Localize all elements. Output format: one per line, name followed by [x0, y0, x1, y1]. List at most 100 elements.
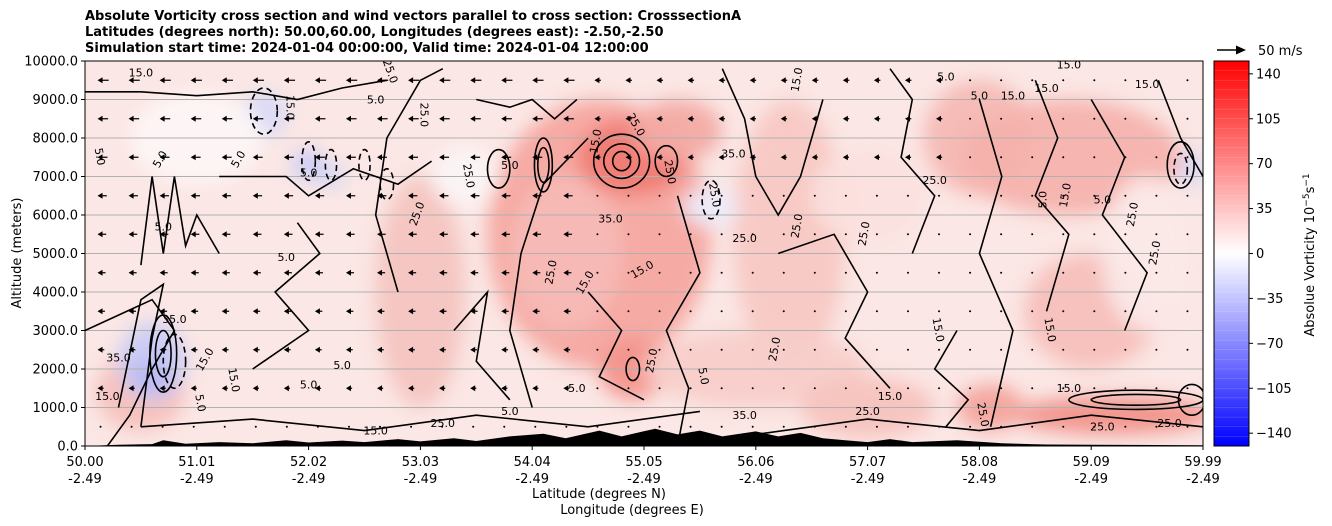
colorbar-ticks: 140 105 70 35 0 −35 −70 −105 −140: [1249, 67, 1292, 442]
wind-vector-head: [190, 192, 196, 199]
wind-vector-head: [936, 154, 942, 161]
wind-vector-head: [625, 77, 631, 84]
wind-vector-dot: [1031, 425, 1034, 428]
wind-vector-dot: [689, 425, 692, 428]
wind-vector-head: [842, 77, 848, 84]
wind-vector-head: [532, 77, 538, 84]
contour-label: 15.0: [1041, 317, 1058, 343]
wind-vector-dot: [1000, 79, 1003, 82]
wind-vector-dot: [410, 425, 413, 428]
wind-vector-dot: [969, 233, 972, 236]
wind-vector-head: [408, 154, 414, 161]
wind-vector-head: [780, 77, 786, 84]
contour-line: [889, 68, 936, 254]
wind-vector-head: [408, 115, 414, 122]
wind-vector-dot: [689, 271, 692, 274]
wind-vector-head: [128, 77, 134, 84]
contour-label: 5.0: [192, 393, 208, 412]
contour-line: [85, 79, 388, 101]
contour-ring: [536, 146, 550, 184]
wind-vector-dot: [906, 348, 909, 351]
wind-vector-head: [842, 154, 848, 161]
contour-label: 15.0: [1057, 382, 1082, 395]
colorbar: 140 105 70 35 0 −35 −70 −105 −140 Absolue Vortic…: [1213, 60, 1318, 447]
wind-vector-dot: [565, 425, 568, 428]
wind-vector-dot: [1124, 156, 1127, 159]
contour-line: [476, 98, 578, 120]
vorticity-contours: [85, 67, 1203, 446]
wind-vector-head: [97, 269, 103, 276]
contour-label: 25.0: [974, 401, 991, 427]
wind-vector-head: [221, 231, 227, 238]
wind-vector-dot: [782, 271, 785, 274]
wind-vector-dot: [782, 425, 785, 428]
wind-vector-dot: [1093, 387, 1096, 390]
vorticity-blob: [733, 99, 846, 369]
wind-vector-dot: [627, 271, 630, 274]
contour-label: 35.0: [721, 147, 746, 160]
wind-vector-head: [345, 269, 351, 276]
wind-vector-head: [873, 115, 879, 122]
contour-label: 5.0: [695, 366, 711, 385]
wind-vector-head: [159, 115, 165, 122]
contour-label: 25.0: [1146, 240, 1163, 266]
contour-line: [140, 176, 220, 266]
contour-label: 25.0: [855, 405, 880, 418]
contour-ring: [162, 333, 187, 390]
wind-vector-dot: [751, 310, 754, 313]
wind-vector-dot: [658, 425, 661, 428]
contour-label: 25.0: [1124, 201, 1141, 227]
contour-ring: [379, 168, 395, 201]
wind-vector-head: [252, 77, 258, 84]
wind-vector-dot: [1031, 156, 1034, 159]
colorbar-label-exp: −5: [1302, 193, 1312, 206]
wind-vector-head: [314, 115, 320, 122]
wind-vector-dot: [875, 194, 878, 197]
wind-vector-dot: [720, 387, 723, 390]
wind-vector-head: [314, 385, 320, 392]
wind-vector-head: [221, 346, 227, 353]
wind-vector-head: [377, 385, 383, 392]
wind-vector-dot: [938, 271, 941, 274]
wind-vector-dot: [161, 425, 164, 428]
contour-line: [933, 330, 970, 428]
wind-vector-dot: [1000, 117, 1003, 120]
wind-vector-dot: [1062, 310, 1065, 313]
contour-label: 25.0: [789, 213, 806, 239]
wind-vector-dot: [1000, 310, 1003, 313]
y-tick-label: 10000.0: [24, 55, 78, 70]
wind-vector-dot: [658, 194, 661, 197]
wind-vector-head: [501, 192, 507, 199]
wind-vector-dot: [969, 117, 972, 120]
wind-vector-head: [283, 385, 289, 392]
contour-line: [140, 410, 701, 432]
vorticity-blob: [811, 149, 924, 242]
wind-vector-head: [532, 231, 538, 238]
wind-vector-dot: [782, 387, 785, 390]
contour-label: 25.0: [856, 220, 873, 246]
colorbar-tick-label: −70: [1256, 337, 1283, 352]
wind-vector-dot: [1093, 310, 1096, 313]
wind-vector-dot: [844, 348, 847, 351]
x-tick-label-lon: -2.49: [292, 472, 326, 487]
wind-vector-dot: [844, 271, 847, 274]
wind-vector-dot: [906, 387, 909, 390]
wind-vector-dot: [627, 387, 630, 390]
x-tick-label-lat: 58.08: [961, 455, 998, 470]
wind-vector-head: [314, 308, 320, 315]
wind-vector-dot: [1062, 425, 1065, 428]
y-axis: 0.0 1000.0 2000.0 3000.0 4000.0 5000.0 6000.0 7…: [24, 55, 85, 455]
wind-vector-dot: [1093, 79, 1096, 82]
wind-vector-head: [811, 115, 817, 122]
contour-ring: [149, 314, 178, 393]
wind-vector-dot: [1000, 271, 1003, 274]
wind-vector-head: [97, 154, 103, 161]
wind-vector-dot: [906, 425, 909, 428]
wind-vector-head: [873, 77, 879, 84]
wind-vector-dot: [1186, 117, 1189, 120]
wind-vector-head: [252, 308, 258, 315]
x-tick-label-lon: -2.49: [739, 472, 773, 487]
contour-label: 15.0: [1057, 59, 1082, 72]
wind-vector-dot: [751, 233, 754, 236]
wind-vector-head: [377, 346, 383, 353]
